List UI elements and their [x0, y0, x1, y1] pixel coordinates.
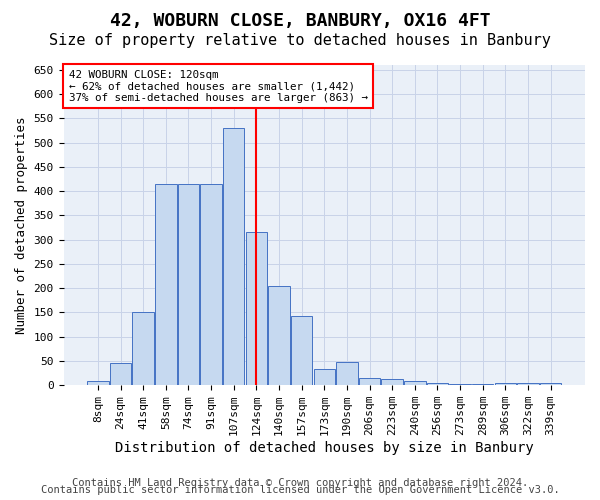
Bar [472, 384, 493, 385]
Text: Contains public sector information licensed under the Open Government Licence v3: Contains public sector information licen… [41, 485, 559, 495]
Bar [268, 286, 290, 385]
Bar [494, 383, 516, 385]
Bar [87, 382, 109, 385]
Text: 42, WOBURN CLOSE, BANBURY, OX16 4FT: 42, WOBURN CLOSE, BANBURY, OX16 4FT [110, 12, 490, 30]
Bar [200, 184, 222, 385]
Text: Contains HM Land Registry data © Crown copyright and database right 2024.: Contains HM Land Registry data © Crown c… [72, 478, 528, 488]
Bar [133, 312, 154, 385]
Bar [359, 378, 380, 385]
Text: 42 WOBURN CLOSE: 120sqm
← 62% of detached houses are smaller (1,442)
37% of semi: 42 WOBURN CLOSE: 120sqm ← 62% of detache… [69, 70, 368, 103]
Bar [245, 232, 267, 385]
Bar [449, 384, 471, 385]
X-axis label: Distribution of detached houses by size in Banbury: Distribution of detached houses by size … [115, 441, 533, 455]
Y-axis label: Number of detached properties: Number of detached properties [15, 116, 28, 334]
Bar [404, 381, 425, 385]
Bar [291, 316, 313, 385]
Bar [336, 362, 358, 385]
Bar [382, 379, 403, 385]
Bar [427, 384, 448, 385]
Bar [178, 184, 199, 385]
Bar [314, 369, 335, 385]
Bar [223, 128, 244, 385]
Bar [110, 364, 131, 385]
Bar [540, 383, 561, 385]
Bar [155, 184, 176, 385]
Text: Size of property relative to detached houses in Banbury: Size of property relative to detached ho… [49, 32, 551, 48]
Bar [517, 383, 539, 385]
